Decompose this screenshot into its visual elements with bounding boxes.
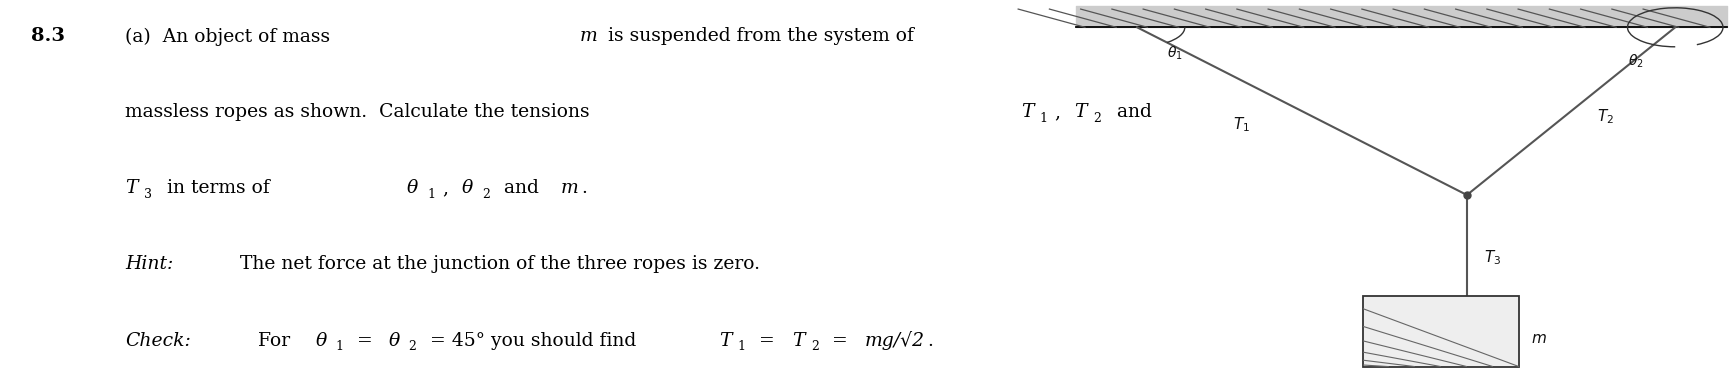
Text: massless ropes as shown.  Calculate the tensions: massless ropes as shown. Calculate the t… (125, 103, 595, 121)
Text: θ: θ (316, 332, 326, 349)
Text: =: = (351, 332, 378, 349)
Text: θ: θ (462, 179, 472, 197)
Text: .: . (927, 332, 932, 349)
Text: mg/√2: mg/√2 (865, 332, 925, 351)
Text: 1: 1 (335, 340, 344, 353)
Text: 2: 2 (483, 188, 491, 201)
Text: T: T (125, 179, 137, 197)
Text: 3: 3 (144, 188, 153, 201)
Text: = 45° you should find: = 45° you should find (424, 332, 642, 349)
Text: θ: θ (406, 179, 417, 197)
Text: 1: 1 (738, 340, 746, 353)
Text: $\theta_1$: $\theta_1$ (1167, 45, 1182, 62)
Text: and: and (1111, 103, 1153, 121)
Text: $T_3$: $T_3$ (1484, 248, 1502, 267)
Text: $T_1$: $T_1$ (1233, 115, 1250, 134)
Text: T: T (792, 332, 804, 349)
Text: T: T (1021, 103, 1033, 121)
Text: =: = (753, 332, 781, 349)
Text: T: T (719, 332, 731, 349)
Text: θ: θ (389, 332, 399, 349)
Text: .: . (582, 179, 587, 197)
Text: 2: 2 (408, 340, 417, 353)
Text: For: For (252, 332, 295, 349)
Text: Check:: Check: (125, 332, 191, 349)
Text: The net force at the junction of the three ropes is zero.: The net force at the junction of the thr… (234, 255, 760, 273)
Text: ,: , (1055, 103, 1068, 121)
Text: is suspended from the system of: is suspended from the system of (602, 27, 915, 45)
Text: T: T (1075, 103, 1087, 121)
Text: ,: , (443, 179, 455, 197)
Text: in terms of: in terms of (161, 179, 276, 197)
Text: 8.3: 8.3 (31, 27, 66, 45)
Text: (a)  An object of mass: (a) An object of mass (125, 27, 337, 46)
Text: Hint:: Hint: (125, 255, 174, 273)
Text: $\theta_2$: $\theta_2$ (1628, 53, 1644, 70)
Text: m: m (561, 179, 578, 197)
Text: 1: 1 (1040, 112, 1049, 125)
Text: m: m (580, 27, 597, 45)
Text: =: = (826, 332, 854, 349)
Text: $T_2$: $T_2$ (1597, 108, 1614, 126)
Text: $m$: $m$ (1531, 332, 1547, 346)
Bar (1363, 296, 1519, 367)
Text: 2: 2 (1094, 112, 1102, 125)
Text: and: and (498, 179, 545, 197)
Text: 1: 1 (427, 188, 436, 201)
Text: 2: 2 (811, 340, 819, 353)
